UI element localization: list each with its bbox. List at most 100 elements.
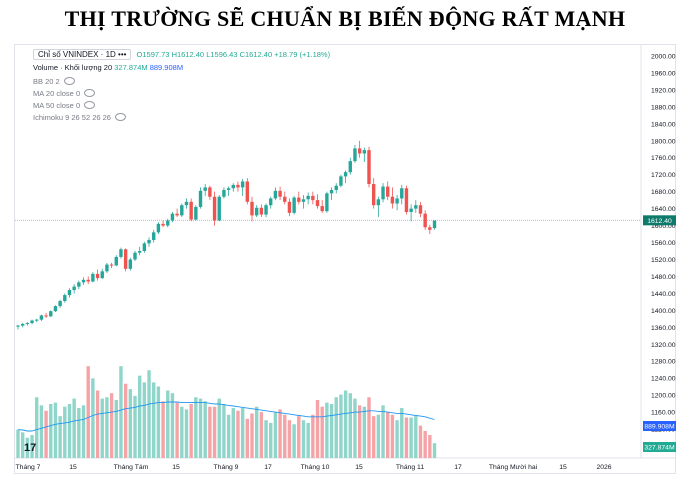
volume-bar [91,378,95,458]
more-options-icon[interactable]: ••• [118,50,127,59]
candle-body [208,187,212,197]
volume-bar [390,414,395,458]
y-tick-label: 1440.00 [651,291,676,298]
candle-body [311,195,315,201]
candle-body [334,185,338,190]
volume-bar [114,399,118,458]
candle-body [212,196,217,221]
candle-body [114,256,118,266]
volume-bar [301,420,306,458]
volume-bar [95,390,100,458]
candle-body [390,196,395,204]
volume-bar [353,398,357,458]
visibility-eye-icon[interactable] [63,77,75,85]
volume-bar [133,395,137,458]
candle-body [386,186,390,197]
candle-body [404,188,409,212]
last-price-tag [643,215,676,226]
indicator-ma50[interactable]: MA 50 close 0 [33,100,96,110]
visibility-eye-icon[interactable] [84,89,96,97]
y-tick-label: 1320.00 [651,342,676,349]
candle-body [194,206,198,220]
indicator-bb[interactable]: BB 20 2 [33,76,75,86]
volume-bar [287,420,292,458]
candle-body [35,319,39,321]
volume-bar [343,390,348,458]
candle-body [222,189,226,197]
volume-bar [123,383,128,458]
x-tick-label: Tháng 9 [214,464,239,471]
volume-bar [161,401,165,458]
ohlc-high: H1612.40 [171,50,205,59]
y-tick-label: 1560.00 [651,240,676,247]
volume-bar [222,404,226,458]
volume-bar [226,414,231,458]
volume-bar [137,375,142,458]
candle-body [259,207,264,215]
volume-bar [348,393,352,458]
volume-bar [175,402,179,458]
candle-body [175,213,179,216]
visibility-eye-icon[interactable] [84,101,96,109]
candle-body [269,198,273,206]
volume-bar [119,366,123,458]
volume-bar [418,425,423,458]
y-tick-label: 1400.00 [651,308,676,315]
volume-bar [371,416,376,458]
volume-bar [423,431,427,458]
volume-bar [67,404,72,458]
y-tick-label: 1800.00 [651,138,676,145]
symbol-button[interactable]: Chỉ số VNINDEX · 1D ••• [33,49,132,60]
candle-body [133,252,137,260]
x-tick-label: Tháng 10 [301,464,330,471]
candle-body [128,259,133,269]
candle-body [166,220,170,226]
candle-body [20,323,25,326]
volume-bar [58,416,62,458]
candle-body [353,148,357,162]
volume-ma-value: 889.908M [149,63,184,72]
candle-body [348,161,352,173]
volume-bar [16,429,20,458]
tradingview-logo: 17 [24,442,36,454]
y-tick-label: 1240.00 [651,376,676,383]
x-tick-label: Tháng 7 [16,464,41,471]
chart-panel[interactable]: Chỉ số VNINDEX · 1D ••• O1597.73 H1612.4… [14,44,676,474]
candle-body [161,223,165,226]
candle-body [236,184,240,188]
candle-body [306,195,310,200]
volume-bar [100,398,104,458]
candle-body [86,279,90,282]
candle-body [432,220,437,229]
x-tick-label: 2026 [596,464,611,471]
candle-body [273,190,278,199]
y-tick-label: 1520.00 [651,257,676,264]
ohlc-open: O1597.73 [136,50,170,59]
visibility-eye-icon[interactable] [114,113,126,121]
volume-bar [20,432,25,458]
volume-bar [250,413,254,458]
volume-value: 327.874M [114,63,148,72]
y-tick-label: 1680.00 [651,189,676,196]
x-tick-label: Tháng 11 [396,464,424,471]
volume-ma-line [17,401,435,432]
volume-bar [297,416,301,458]
indicator-ma20[interactable]: MA 20 close 0 [33,88,96,98]
volume-bar [357,405,362,458]
indicator-ichimoku[interactable]: Ichimoku 9 26 52 26 26 [33,112,126,122]
candle-body [240,181,245,188]
volume-bar [203,401,207,458]
candle-body [49,311,53,317]
candle-body [357,148,362,154]
candle-body [67,290,72,296]
volume-bar [264,420,268,458]
volume-bar [306,422,310,458]
volume-bar [212,406,217,458]
y-tick-label: 1880.00 [651,104,676,111]
volume-bar [86,366,90,458]
volume-bar [77,408,81,458]
volume-bar [315,399,320,458]
volume-bar [236,410,240,458]
volume-bar [189,404,193,458]
